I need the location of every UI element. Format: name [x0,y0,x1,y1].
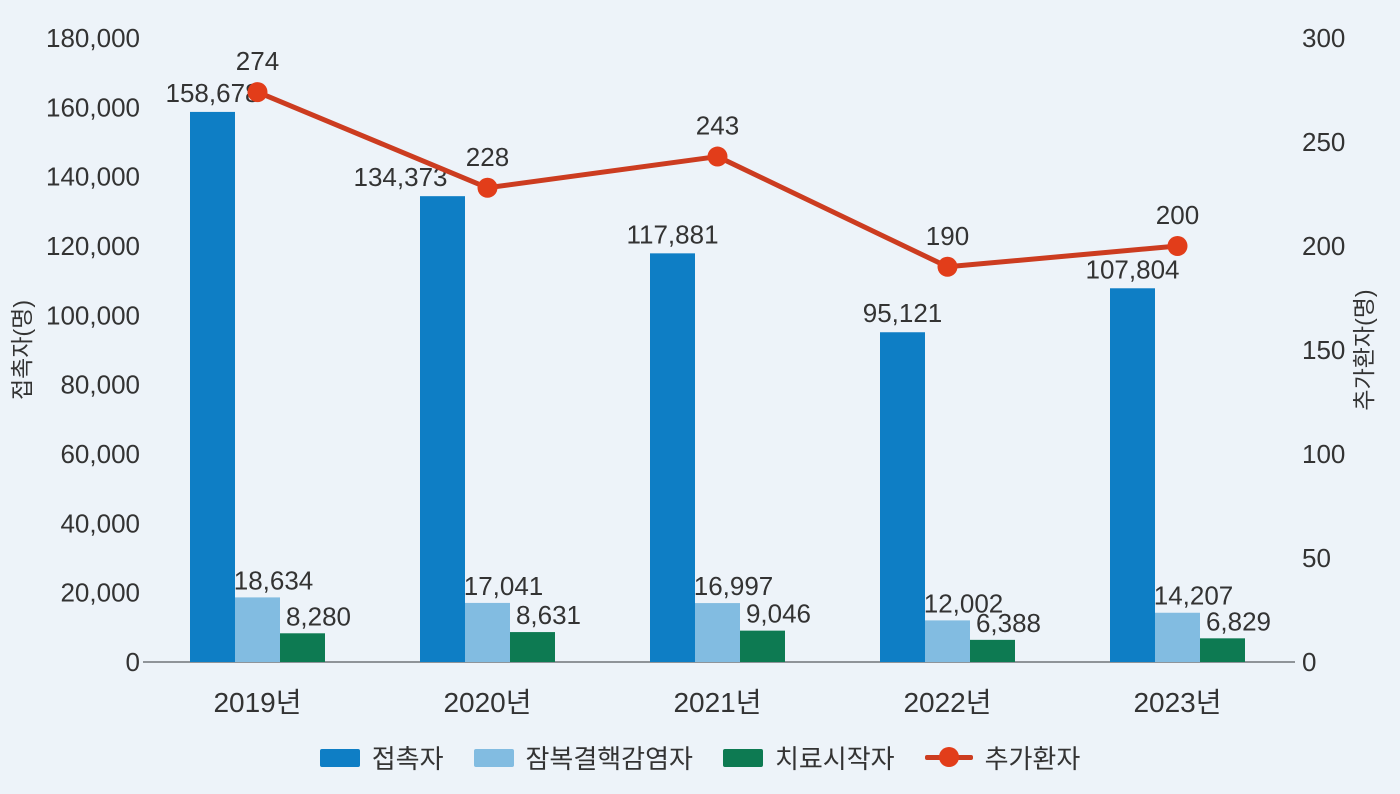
bar-value-label: 117,881 [626,219,718,249]
bar-접촉자-2021년 [650,253,695,662]
line-value-label: 243 [696,111,739,141]
right-axis-tick-label: 250 [1302,127,1345,157]
x-axis-category-label: 2023년 [1133,687,1221,718]
line-value-label: 228 [466,142,509,172]
right-axis-tick-label: 300 [1302,23,1345,53]
left-axis-tick-label: 140,000 [46,162,140,192]
bar-value-label: 18,634 [234,565,314,595]
legend-swatch-icon [319,748,360,767]
right-axis-tick-label: 150 [1302,335,1345,365]
bar-잠복결핵감염자-2019년 [235,597,280,662]
right-axis-tick-label: 100 [1302,439,1345,469]
bar-value-label: 107,804 [1086,254,1180,284]
legend-label: 잠복결핵감염자 [525,744,693,774]
bar-잠복결핵감염자-2020년 [465,602,510,662]
line-point-2019년 [247,82,268,103]
left-axis-tick-label: 40,000 [60,508,140,538]
bar-접촉자-2022년 [880,332,925,662]
legend-item-접촉자: 접촉자 [319,739,444,776]
bar-치료시작자-2019년 [280,633,325,662]
bar-value-label: 9,046 [746,599,811,629]
bar-value-label: 8,631 [516,600,581,630]
bar-치료시작자-2020년 [510,632,555,662]
legend-item-치료시작자: 치료시작자 [722,739,895,776]
left-axis-tick-label: 100,000 [46,300,140,330]
left-axis-tick-label: 0 [126,647,140,677]
left-axis-tick-label: 20,000 [60,578,140,608]
right-axis-title: 추가환자(명) [1351,289,1377,410]
bar-접촉자-2020년 [420,196,465,663]
bar-잠복결핵감염자-2023년 [1155,612,1200,662]
bar-value-label: 95,121 [863,298,943,328]
x-axis-category-label: 2022년 [903,687,991,718]
bar-value-label: 6,388 [976,608,1041,638]
bar-value-label: 17,041 [464,571,544,601]
bar-value-label: 8,280 [286,601,351,631]
legend-item-잠복결핵감염자: 잠복결핵감염자 [473,739,693,776]
bar-치료시작자-2022년 [970,639,1015,662]
x-axis-category-label: 2020년 [443,687,531,718]
left-axis-title: 접촉자(명) [9,300,35,400]
left-axis-tick-label: 180,000 [46,23,140,53]
right-axis-tick-label: 200 [1302,231,1345,261]
legend-label: 접촉자 [371,744,444,774]
line-point-2023년 [1167,236,1188,256]
line-point-2020년 [477,177,498,198]
bar-접촉자-2019년 [190,111,235,663]
bar-잠복결핵감염자-2022년 [925,620,970,662]
bar-value-label: 12,002 [924,588,1004,618]
bar-접촉자-2023년 [1110,288,1155,662]
left-axis-tick-label: 80,000 [60,370,140,400]
legend-line-dot-icon [938,747,959,767]
line-value-label: 190 [926,221,969,251]
legend-swatch-icon [473,748,514,767]
legend-line-marker-icon [924,747,973,767]
legend: 접촉자 잠복결핵감염자 치료시작자 추가환자 [0,739,1400,776]
legend-label: 추가환자 [984,744,1081,774]
left-axis-tick-label: 120,000 [46,231,140,261]
line-value-label: 274 [236,46,279,76]
bar-value-label: 14,207 [1154,581,1234,611]
left-axis-tick-label: 60,000 [60,439,140,469]
line-point-2022년 [937,256,958,277]
right-axis-tick-label: 0 [1302,647,1316,677]
bar-value-label: 6,829 [1206,606,1271,636]
line-point-2021년 [707,146,728,167]
bar-치료시작자-2023년 [1200,638,1245,662]
line-value-label: 200 [1156,200,1199,230]
legend-label: 치료시작자 [774,744,895,774]
bar-잠복결핵감염자-2021년 [695,603,740,662]
left-axis-tick-label: 160,000 [46,92,140,122]
x-axis-category-label: 2019년 [213,687,301,718]
bar-value-label: 16,997 [694,571,774,601]
legend-item-추가환자: 추가환자 [924,739,1081,776]
x-axis-category-label: 2021년 [673,687,761,718]
legend-swatch-icon [722,748,763,767]
bar-value-label: 158,678 [166,78,260,108]
right-axis-tick-label: 50 [1302,543,1331,573]
bar-치료시작자-2021년 [740,630,785,662]
